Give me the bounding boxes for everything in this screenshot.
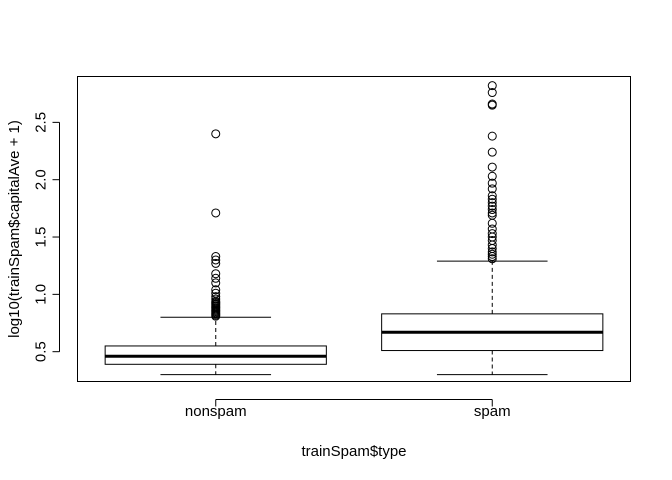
y-tick-label: 1.0 [33,284,50,305]
outlier-point [487,131,497,141]
box-nonspam [104,129,327,376]
outlier-point [487,99,497,109]
outlier-point [487,218,497,228]
plot-frame [77,76,631,382]
outlier-point [487,88,497,98]
outlier-point [487,178,497,188]
outlier-point [487,249,497,259]
outlier-point [211,269,221,279]
outlier-point [487,184,497,194]
outlier-point [487,201,497,211]
x-tick-label-spam: spam [474,403,511,420]
y-axis: 0.5 1.0 1.5 2.0 2.5 [33,112,60,362]
outlier-point [211,285,221,295]
outlier-point [487,191,497,201]
outlier-point [211,258,221,268]
outlier-point [487,81,497,91]
outlier-point [487,208,497,218]
y-tick-label: 1.5 [33,227,50,248]
outlier-point [487,194,497,204]
outlier-point [487,229,497,239]
outlier-point [487,147,497,157]
outlier-point [487,205,497,215]
y-axis-label: log10(trainSpam$capitalAve + 1) [6,120,23,338]
outlier-point [211,273,221,283]
outlier-point [487,235,497,245]
outlier-point [211,294,221,304]
box-spam [381,81,604,376]
outlier-point [487,247,497,257]
outlier-point [487,254,497,264]
x-axis: nonspam spam [185,399,511,420]
box-series [104,81,604,376]
outlier-point [211,255,221,265]
outlier-point [211,208,221,218]
y-tick-label: 2.5 [33,112,50,133]
outlier-point [487,162,497,172]
y-tick-label: 2.0 [33,169,50,190]
outlier-point [211,292,221,302]
outlier-point [211,288,221,298]
outlier-point [211,252,221,262]
outlier-point [211,278,221,288]
y-tick-label: 0.5 [33,341,50,362]
outlier-point [211,129,221,139]
x-tick-label-nonspam: nonspam [185,403,247,420]
outlier-point [487,224,497,234]
outlier-point [487,210,497,220]
x-axis-label: trainSpam$type [301,443,406,460]
outlier-point [487,171,497,181]
outlier-point [487,198,497,208]
